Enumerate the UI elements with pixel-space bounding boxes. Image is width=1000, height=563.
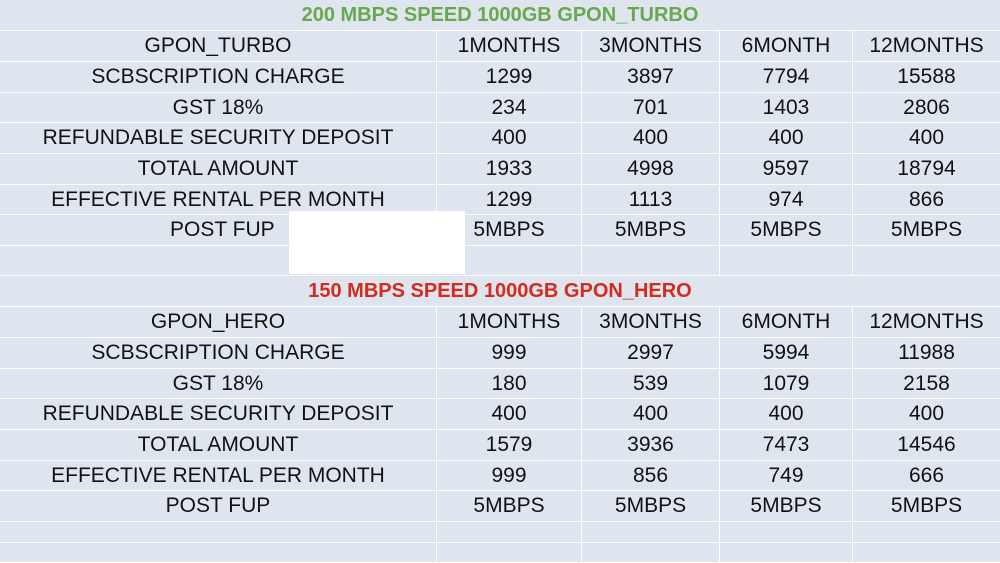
cell-value: 5MBPS bbox=[437, 491, 582, 522]
cell-value: 7794 bbox=[720, 62, 853, 93]
cell-value: 5MBPS bbox=[853, 215, 1000, 246]
cell-value: 4998 bbox=[582, 154, 720, 185]
cell-value: 974 bbox=[720, 185, 853, 215]
cell-value: 866 bbox=[853, 185, 1000, 215]
header-plan-name: GPON_TURBO bbox=[0, 31, 437, 62]
cell-value: 400 bbox=[853, 399, 1000, 430]
table-row: TOTAL AMOUNT 1933 4998 9597 18794 bbox=[0, 154, 1000, 185]
cell-value: 856 bbox=[582, 461, 720, 491]
cell-value: 11988 bbox=[853, 338, 1000, 369]
row-label: GST 18% bbox=[0, 93, 437, 123]
cell-value: 5MBPS bbox=[720, 491, 853, 522]
cell-value: 1113 bbox=[582, 185, 720, 215]
cell-value: 5MBPS bbox=[853, 491, 1000, 522]
cell-value: 5MBPS bbox=[437, 215, 582, 246]
cell-value: 2158 bbox=[853, 369, 1000, 399]
cell-value: 400 bbox=[720, 123, 853, 154]
table-row: GST 18% 180 539 1079 2158 bbox=[0, 369, 1000, 399]
row-label: EFFECTIVE RENTAL PER MONTH bbox=[0, 461, 437, 491]
cell-value: 1933 bbox=[437, 154, 582, 185]
cell-value: 749 bbox=[720, 461, 853, 491]
cell-value: 2997 bbox=[582, 338, 720, 369]
cell-value: 400 bbox=[582, 399, 720, 430]
row-label: SCBSCRIPTION CHARGE bbox=[0, 62, 437, 93]
plan-title: 150 MBPS SPEED 1000GB GPON_HERO bbox=[0, 276, 1000, 307]
cell-value: 5MBPS bbox=[720, 215, 853, 246]
table-row: SCBSCRIPTION CHARGE 1299 3897 7794 15588 bbox=[0, 62, 1000, 93]
cell-value: 9597 bbox=[720, 154, 853, 185]
cell-value: 999 bbox=[437, 338, 582, 369]
cell-value: 234 bbox=[437, 93, 582, 123]
cell-value: 400 bbox=[437, 123, 582, 154]
redaction-box bbox=[289, 211, 465, 274]
table-row: REFUNDABLE SECURITY DEPOSIT 400 400 400 … bbox=[0, 399, 1000, 430]
header-12-months: 12MONTHS bbox=[853, 31, 1000, 62]
header-1-month: 1MONTHS bbox=[437, 31, 582, 62]
cell-value: 1579 bbox=[437, 430, 582, 461]
header-3-months: 3MONTHS bbox=[582, 307, 720, 338]
cell-value: 5994 bbox=[720, 338, 853, 369]
row-label: TOTAL AMOUNT bbox=[0, 154, 437, 185]
row-label: GST 18% bbox=[0, 369, 437, 399]
row-label: POST FUP bbox=[0, 491, 437, 522]
table-row: EFFECTIVE RENTAL PER MONTH 1299 1113 974… bbox=[0, 185, 1000, 215]
table-row: EFFECTIVE RENTAL PER MONTH 999 856 749 6… bbox=[0, 461, 1000, 491]
cell-value: 400 bbox=[720, 399, 853, 430]
cell-value: 1299 bbox=[437, 185, 582, 215]
table-row: TOTAL AMOUNT 1579 3936 7473 14546 bbox=[0, 430, 1000, 461]
cell-value: 1079 bbox=[720, 369, 853, 399]
table-row: REFUNDABLE SECURITY DEPOSIT 400 400 400 … bbox=[0, 123, 1000, 154]
table-row: POST FUP 5MBPS 5MBPS 5MBPS 5MBPS bbox=[0, 491, 1000, 522]
empty-row bbox=[0, 246, 1000, 276]
row-label: REFUNDABLE SECURITY DEPOSIT bbox=[0, 399, 437, 430]
table-row: SCBSCRIPTION CHARGE 999 2997 5994 11988 bbox=[0, 338, 1000, 369]
cell-value: 18794 bbox=[853, 154, 1000, 185]
plan-title: 200 MBPS SPEED 1000GB GPON_TURBO bbox=[0, 0, 1000, 31]
cell-value: 180 bbox=[437, 369, 582, 399]
empty-row bbox=[0, 543, 1000, 563]
cell-value: 400 bbox=[437, 399, 582, 430]
table-header-row: GPON_HERO 1MONTHS 3MONTHS 6MONTH 12MONTH… bbox=[0, 307, 1000, 338]
row-label: EFFECTIVE RENTAL PER MONTH bbox=[0, 185, 437, 215]
cell-value: 400 bbox=[853, 123, 1000, 154]
cell-value: 666 bbox=[853, 461, 1000, 491]
cell-value: 14546 bbox=[853, 430, 1000, 461]
row-label: SCBSCRIPTION CHARGE bbox=[0, 338, 437, 369]
header-12-months: 12MONTHS bbox=[853, 307, 1000, 338]
row-label: TOTAL AMOUNT bbox=[0, 430, 437, 461]
cell-value: 539 bbox=[582, 369, 720, 399]
cell-value: 1299 bbox=[437, 62, 582, 93]
table-header-row: GPON_TURBO 1MONTHS 3MONTHS 6MONTH 12MONT… bbox=[0, 31, 1000, 62]
header-1-month: 1MONTHS bbox=[437, 307, 582, 338]
cell-value: 3897 bbox=[582, 62, 720, 93]
header-6-month: 6MONTH bbox=[720, 31, 853, 62]
table-row: GST 18% 234 701 1403 2806 bbox=[0, 93, 1000, 123]
cell-value: 400 bbox=[582, 123, 720, 154]
cell-value: 1403 bbox=[720, 93, 853, 123]
table-row: POST FUP 5MBPS 5MBPS 5MBPS 5MBPS bbox=[0, 215, 1000, 246]
empty-row bbox=[0, 522, 1000, 543]
header-6-month: 6MONTH bbox=[720, 307, 853, 338]
header-plan-name: GPON_HERO bbox=[0, 307, 437, 338]
header-3-months: 3MONTHS bbox=[582, 31, 720, 62]
cell-value: 5MBPS bbox=[582, 491, 720, 522]
cell-value: 15588 bbox=[853, 62, 1000, 93]
cell-value: 999 bbox=[437, 461, 582, 491]
cell-value: 7473 bbox=[720, 430, 853, 461]
plan-title-row: 150 MBPS SPEED 1000GB GPON_HERO bbox=[0, 276, 1000, 307]
plan-title-row: 200 MBPS SPEED 1000GB GPON_TURBO bbox=[0, 0, 1000, 31]
cell-value: 701 bbox=[582, 93, 720, 123]
row-label: REFUNDABLE SECURITY DEPOSIT bbox=[0, 123, 437, 154]
cell-value: 2806 bbox=[853, 93, 1000, 123]
cell-value: 5MBPS bbox=[582, 215, 720, 246]
cell-value: 3936 bbox=[582, 430, 720, 461]
